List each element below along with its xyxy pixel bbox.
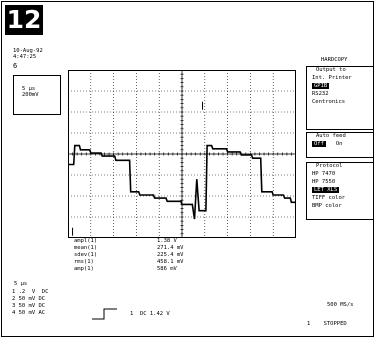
auto-feed-options: Off On: [307, 140, 373, 148]
protocol-item-label: HP 7550: [312, 179, 336, 185]
trigger-coupling: 1 DC 1.42 V: [130, 311, 170, 317]
measurement-value: 586 mV: [157, 266, 177, 272]
output-to-item[interactable]: Centronics: [307, 98, 373, 106]
measurement-label: amp(1): [74, 266, 94, 272]
trace-markers: [72, 101, 204, 236]
measurement-value: 1.38 V: [157, 238, 177, 244]
auto-feed-on[interactable]: On: [335, 141, 343, 147]
measurement-box[interactable]: 5 μs 200mV: [13, 75, 61, 115]
protocol-caption: Protocol: [316, 163, 343, 169]
output-to-item-label: Centronics: [312, 99, 346, 105]
output-to-item[interactable]: Int. Printer: [307, 74, 373, 82]
output-to-item[interactable]: GPIB: [307, 82, 373, 90]
output-to-item-label: GPIB: [312, 83, 330, 89]
timebase-readout: 5 μs: [14, 281, 28, 287]
auto-feed-off[interactable]: Off: [312, 141, 326, 147]
header-date: 10-Aug-92: [13, 48, 43, 54]
trigger-marker-small: 1: [130, 311, 140, 317]
protocol-item[interactable]: TIFF color: [307, 194, 373, 202]
measurement-values: 1.38 V 271.4 mV 225.4 mV 458.1 mV 586 mV: [157, 238, 184, 273]
trigger-edge-icon: [92, 308, 117, 320]
protocol-item[interactable]: HP 7550: [307, 178, 373, 186]
protocol-menu[interactable]: Protocol HP 7470 HP 7550 LET XLS TIFF color…: [306, 162, 374, 220]
status-marker: 1: [307, 321, 311, 327]
measurement-label: mean(1): [74, 245, 98, 251]
protocol-item-label: BMP color: [312, 203, 342, 209]
protocol-item-label: HP 7470: [312, 171, 336, 177]
trigger-marker: 6: [13, 62, 18, 70]
protocol-item[interactable]: BMP color: [307, 202, 373, 210]
protocol-item[interactable]: LET XLS: [307, 186, 373, 194]
header-datetime: 10-Aug-92 4:47:25: [13, 48, 43, 60]
trigger-coupling-value: DC 1.42 V: [139, 311, 170, 317]
output-to-item-label: Int. Printer: [312, 75, 352, 81]
output-to-item-label: RS232: [312, 91, 329, 97]
header-time: 4:47:25: [13, 54, 37, 60]
measurement-label: sdev(1): [74, 252, 98, 258]
measurement-box-text: 5 μs 200mV: [22, 86, 60, 98]
channel-setting: 3 50 mV DC: [12, 303, 46, 309]
auto-feed-menu[interactable]: Auto feed Off On: [306, 132, 374, 158]
figure-number: 12: [5, 5, 43, 35]
measurement-label: ampl(1): [74, 238, 98, 244]
measurement-value: 271.4 mV: [157, 245, 184, 251]
measurement-labels: ampl(1) mean(1) sdev(1) rms(1) amp(1): [74, 238, 97, 273]
channel-setting: 1 .2 V DC: [12, 289, 49, 295]
measurement-line1: 5 μs: [22, 86, 36, 92]
measurement-value: 458.1 mV: [157, 259, 184, 265]
channel-list: 1 .2 V DC 2 50 mV DC 3 50 mV DC 4 50 mV AC: [12, 289, 48, 317]
oscilloscope-screen[interactable]: [68, 70, 296, 238]
measurement-label: rms(1): [74, 259, 94, 265]
channel-setting: 4 50 mV AC: [12, 310, 46, 316]
output-to-caption: Output to: [316, 67, 346, 73]
protocol-item-label: TIFF color: [312, 195, 346, 201]
status-text: STOPPED: [323, 321, 347, 327]
output-to-item[interactable]: RS232: [307, 90, 373, 98]
measurement-value: 225.4 mV: [157, 252, 184, 258]
acquisition-status: 1 STOPPED: [307, 321, 347, 327]
protocol-item[interactable]: HP 7470: [307, 170, 373, 178]
protocol-item-label: LET XLS: [312, 187, 340, 193]
auto-feed-caption: Auto feed: [316, 133, 346, 139]
figure-frame: 12 10-Aug-92 4:47:25 6 5 μs 200mV HARDCO…: [1, 1, 374, 337]
hardcopy-title: HARDCOPY: [321, 57, 348, 63]
channel-setting: 2 50 mV DC: [12, 296, 46, 302]
sample-rate: 500 MS/s: [327, 302, 354, 308]
output-to-menu[interactable]: Output to Int. Printer GPIB RS232 Centronic…: [306, 66, 374, 130]
screen-center-axes: [68, 70, 296, 238]
waveform-trace: [68, 144, 296, 220]
measurement-line2: 200mV: [22, 92, 39, 98]
